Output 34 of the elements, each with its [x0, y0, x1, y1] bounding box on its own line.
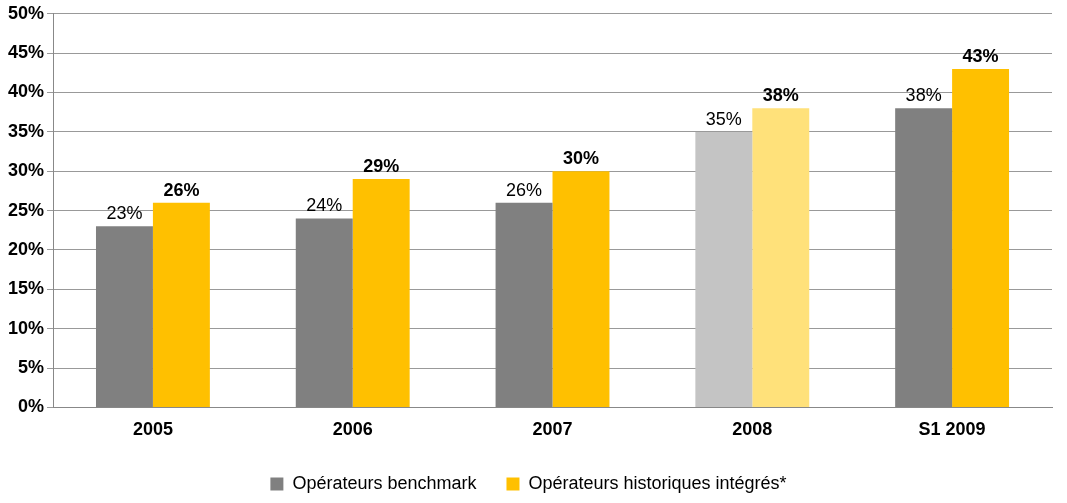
x-tick-label: S1 2009 — [918, 419, 986, 440]
data-label: 26% — [506, 179, 543, 200]
data-label: 38% — [905, 85, 942, 106]
y-tick-label: 10% — [8, 317, 45, 338]
x-tick-label: 2006 — [332, 419, 373, 440]
y-tick-label: 0% — [18, 396, 45, 417]
y-tick-label: 45% — [8, 42, 45, 63]
y-tick-label: 35% — [8, 120, 45, 141]
data-label: 24% — [306, 195, 343, 216]
data-label: 29% — [363, 156, 400, 177]
bar — [952, 68, 1010, 407]
data-label: 23% — [106, 203, 143, 224]
y-tick-label: 5% — [18, 357, 45, 378]
y-tick-label: 30% — [8, 160, 45, 181]
x-tick-label: 2008 — [732, 419, 773, 440]
bar — [552, 171, 610, 407]
legend-label: Opérateurs historiques intégrés* — [528, 472, 787, 493]
bar — [152, 202, 210, 407]
data-label: 30% — [562, 148, 599, 169]
data-label: 43% — [962, 45, 999, 66]
x-tick-label: 2007 — [532, 419, 573, 440]
bar — [695, 131, 753, 407]
bar — [752, 108, 810, 407]
data-label: 26% — [163, 179, 200, 200]
legend-label: Opérateurs benchmark — [292, 472, 478, 493]
x-tick-label: 2005 — [132, 419, 173, 440]
bar — [352, 179, 410, 407]
y-tick-label: 20% — [8, 238, 45, 259]
y-tick-label: 40% — [8, 81, 45, 102]
y-tick-label: 25% — [8, 199, 45, 220]
y-tick-label: 50% — [8, 2, 45, 23]
y-tick-label: 15% — [8, 278, 45, 299]
data-label: 38% — [762, 85, 799, 106]
data-label: 35% — [705, 108, 742, 129]
